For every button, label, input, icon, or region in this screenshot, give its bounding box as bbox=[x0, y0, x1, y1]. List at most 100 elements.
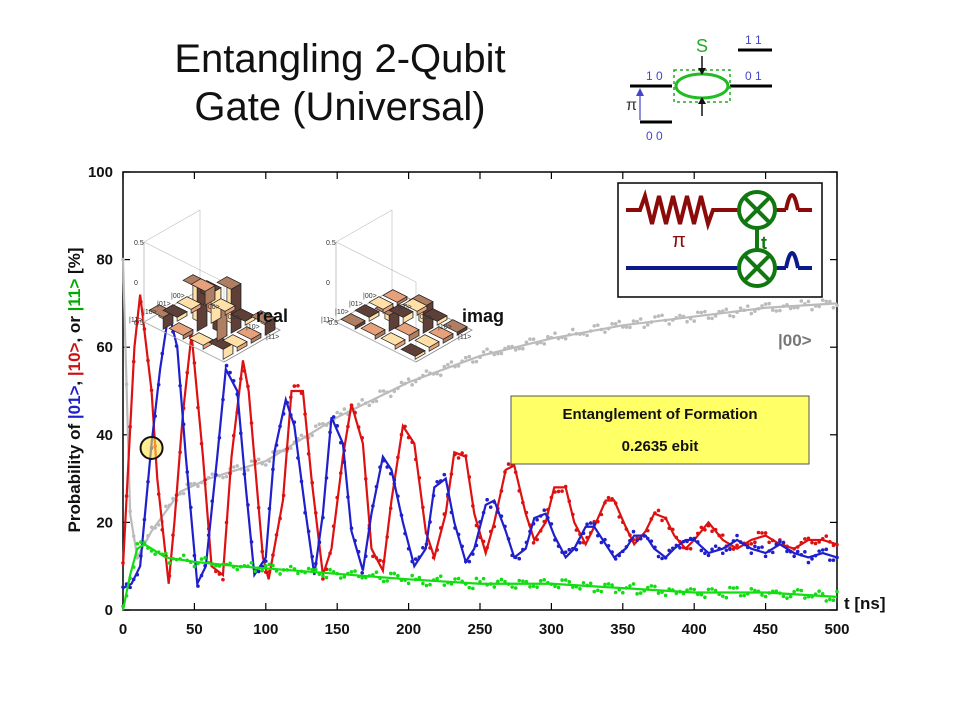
series-point bbox=[303, 570, 307, 575]
series-point bbox=[581, 332, 586, 336]
series-point bbox=[203, 563, 207, 568]
series-point bbox=[278, 516, 282, 521]
series-point bbox=[256, 505, 261, 510]
series-point bbox=[571, 327, 575, 332]
series-point bbox=[160, 351, 165, 356]
series-point bbox=[692, 536, 696, 541]
series-point bbox=[567, 333, 572, 337]
series-point bbox=[281, 493, 286, 498]
series-point bbox=[778, 308, 782, 313]
series-point bbox=[285, 446, 290, 451]
series-point bbox=[274, 533, 279, 537]
series-point bbox=[189, 505, 193, 510]
series-point bbox=[478, 355, 482, 359]
series-point bbox=[360, 398, 364, 402]
series-point bbox=[164, 504, 168, 509]
series-point bbox=[342, 407, 347, 411]
series-point bbox=[606, 582, 611, 586]
series-point bbox=[249, 561, 254, 565]
series-point bbox=[396, 494, 400, 498]
series-point bbox=[824, 534, 829, 538]
series-point bbox=[606, 543, 611, 548]
series-point bbox=[588, 521, 593, 525]
series-point bbox=[724, 307, 729, 312]
series-point bbox=[599, 327, 604, 332]
series-point bbox=[356, 402, 361, 407]
series-point bbox=[349, 526, 354, 531]
series-point bbox=[167, 561, 172, 565]
series-line bbox=[121, 294, 838, 584]
series-point bbox=[510, 553, 514, 558]
series-point bbox=[485, 347, 489, 351]
series-point bbox=[753, 588, 757, 593]
series-point bbox=[210, 562, 215, 566]
series-point bbox=[831, 558, 836, 562]
series-point bbox=[717, 592, 721, 597]
series-point bbox=[503, 470, 507, 474]
series-point bbox=[553, 490, 557, 494]
series-point bbox=[421, 581, 425, 586]
circuit-inset: π t bbox=[617, 182, 823, 298]
series-point bbox=[399, 380, 404, 385]
tomo-basis-label: |00> bbox=[171, 293, 185, 300]
series-point bbox=[524, 540, 529, 545]
series-point bbox=[424, 369, 429, 373]
tomo-bar bbox=[176, 296, 202, 310]
series-point bbox=[363, 401, 368, 405]
series-point bbox=[828, 597, 832, 602]
series-point bbox=[653, 545, 657, 550]
series-point bbox=[624, 586, 629, 590]
series-point bbox=[239, 431, 243, 436]
series-point bbox=[264, 564, 268, 568]
series-point bbox=[224, 520, 229, 525]
series-point bbox=[431, 372, 436, 376]
series-point bbox=[596, 323, 600, 327]
series-point bbox=[792, 554, 796, 559]
series-point bbox=[131, 359, 136, 364]
series-point bbox=[656, 554, 661, 559]
series-point bbox=[153, 414, 157, 418]
series-point bbox=[203, 556, 207, 560]
series-point bbox=[467, 585, 472, 590]
series-point bbox=[703, 527, 707, 532]
series-point bbox=[710, 547, 714, 552]
series-point bbox=[299, 569, 304, 574]
series-point bbox=[496, 510, 500, 514]
series-point bbox=[185, 558, 190, 563]
series-point bbox=[306, 452, 311, 456]
series-point bbox=[567, 580, 572, 584]
series-point bbox=[196, 484, 200, 489]
series-point bbox=[260, 461, 265, 466]
series-point bbox=[835, 542, 839, 547]
tomo-bar bbox=[414, 334, 440, 348]
series-point bbox=[571, 546, 575, 551]
series-point bbox=[628, 538, 632, 543]
series-point bbox=[264, 570, 268, 574]
series-point bbox=[471, 504, 475, 508]
series-point bbox=[506, 582, 511, 586]
series-point bbox=[335, 410, 340, 415]
series-point bbox=[171, 496, 175, 501]
series-point bbox=[603, 537, 607, 542]
tomo-bar bbox=[394, 322, 420, 336]
series-point bbox=[774, 589, 779, 593]
series-point bbox=[346, 495, 350, 499]
series-point bbox=[231, 465, 236, 469]
tomo-basis-label: |00> bbox=[363, 293, 377, 300]
series-point bbox=[599, 589, 604, 594]
series-point bbox=[128, 585, 132, 590]
series-point bbox=[621, 520, 625, 525]
series-point bbox=[642, 533, 647, 538]
series-point bbox=[156, 550, 161, 555]
series-point bbox=[310, 433, 315, 438]
series-point bbox=[310, 480, 315, 485]
series-point bbox=[538, 579, 543, 583]
series-point bbox=[571, 585, 575, 589]
series-point bbox=[706, 523, 711, 528]
series-point bbox=[810, 557, 814, 561]
series-point bbox=[153, 526, 157, 530]
series-point bbox=[174, 557, 179, 562]
series-point bbox=[610, 550, 614, 554]
series-point bbox=[381, 559, 386, 564]
series-point bbox=[813, 553, 818, 558]
